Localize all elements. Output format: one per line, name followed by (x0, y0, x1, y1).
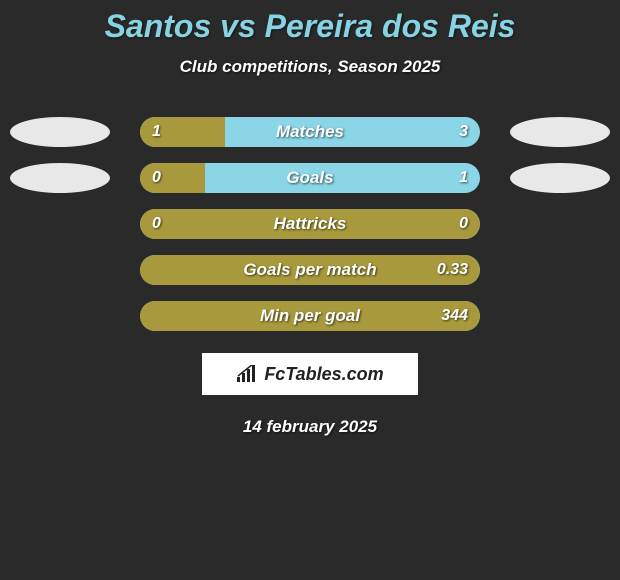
stat-row: Hattricks00 (0, 209, 620, 239)
player-oval-right (510, 163, 610, 193)
stat-value-right: 1 (459, 163, 468, 193)
stat-bar-fill (140, 255, 480, 285)
date-text: 14 february 2025 (0, 417, 620, 437)
chart-icon (236, 365, 258, 383)
page-title: Santos vs Pereira dos Reis (0, 8, 620, 45)
stat-row: Goals per match0.33 (0, 255, 620, 285)
stat-bar-fill (140, 301, 480, 331)
stat-bar-track: Hattricks00 (140, 209, 480, 239)
stat-bar-fill (140, 209, 480, 239)
stat-bar-fill (140, 163, 205, 193)
infographic-container: Santos vs Pereira dos Reis Club competit… (0, 0, 620, 437)
stats-rows: Matches13 Goals01 Hattricks00 Goals per mat… (0, 117, 620, 331)
stat-row: Min per goal344 (0, 301, 620, 331)
stat-row: Goals01 (0, 163, 620, 193)
stat-value-right: 3 (459, 117, 468, 147)
player-oval-left (10, 117, 110, 147)
branding-text: FcTables.com (264, 364, 383, 385)
branding-badge: FcTables.com (202, 353, 418, 395)
page-subtitle: Club competitions, Season 2025 (0, 57, 620, 77)
stat-row: Matches13 (0, 117, 620, 147)
player-oval-left (10, 163, 110, 193)
player-oval-right (510, 117, 610, 147)
stat-bar-track: Min per goal344 (140, 301, 480, 331)
stat-bar-fill (140, 117, 225, 147)
stat-bar-track: Matches13 (140, 117, 480, 147)
stat-bar-track: Goals per match0.33 (140, 255, 480, 285)
stat-bar-track: Goals01 (140, 163, 480, 193)
